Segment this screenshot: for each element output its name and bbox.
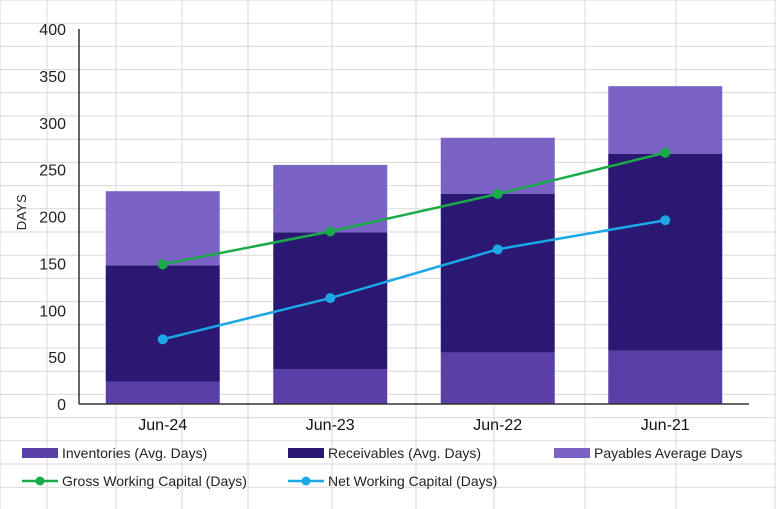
x-tick-label: Jun-23 bbox=[306, 417, 355, 434]
y-tick-label: 0 bbox=[57, 397, 66, 414]
y-axis-label: DAYS bbox=[14, 194, 29, 230]
bar-payables-average-days bbox=[105, 191, 220, 266]
bar-inventories-avg-days bbox=[608, 350, 723, 404]
legend-label-net-working-capital-days: Net Working Capital (Days) bbox=[328, 473, 497, 489]
bars bbox=[105, 86, 723, 404]
legend-swatch-payables-average-days bbox=[554, 448, 590, 458]
y-tick-label: 150 bbox=[39, 256, 66, 273]
y-tick-label: 200 bbox=[39, 210, 66, 227]
lines bbox=[157, 147, 671, 345]
x-tick-labels: Jun-24 Jun-23 Jun-22 Jun-21 bbox=[138, 417, 690, 434]
point-net-working-capital-days bbox=[157, 334, 168, 345]
bar-receivables-avg-days bbox=[105, 265, 220, 382]
point-net-working-capital-days bbox=[660, 215, 671, 226]
point-net-working-capital-days bbox=[492, 244, 503, 255]
point-gross-working-capital-days bbox=[325, 226, 336, 237]
bar-receivables-avg-days bbox=[608, 153, 723, 351]
bar-payables-average-days bbox=[440, 137, 555, 194]
legend-swatch-inventories-avg-days bbox=[22, 448, 58, 458]
y-tick-label: 100 bbox=[39, 303, 66, 320]
bar-inventories-avg-days bbox=[273, 369, 388, 404]
legend: Inventories (Avg. Days) Receivables (Avg.… bbox=[22, 445, 742, 489]
point-net-working-capital-days bbox=[325, 293, 336, 304]
y-tick-label: 250 bbox=[39, 163, 66, 180]
point-gross-working-capital-days bbox=[157, 259, 168, 270]
legend-label-gross-working-capital-days: Gross Working Capital (Days) bbox=[62, 473, 247, 489]
line-gross-working-capital-days bbox=[162, 151, 666, 266]
x-tick-label: Jun-24 bbox=[138, 417, 187, 434]
legend-label-inventories-avg-days: Inventories (Avg. Days) bbox=[62, 445, 207, 461]
bar-payables-average-days bbox=[273, 164, 388, 233]
legend-marker-gross-working-capital-days bbox=[35, 476, 45, 486]
x-tick-label: Jun-21 bbox=[641, 417, 690, 434]
y-tick-label: 400 bbox=[39, 22, 66, 39]
y-tick-labels: 0 50 100 150 200 250 300 350 400 bbox=[39, 22, 66, 414]
point-gross-working-capital-days bbox=[492, 189, 503, 199]
bar-payables-average-days bbox=[608, 86, 723, 154]
y-tick-label: 350 bbox=[39, 69, 66, 86]
x-tick-label: Jun-22 bbox=[473, 417, 522, 434]
y-tick-label: 300 bbox=[39, 116, 66, 133]
legend-label-receivables-avg-days: Receivables (Avg. Days) bbox=[328, 445, 481, 461]
bar-inventories-avg-days bbox=[105, 381, 220, 404]
line-net-working-capital-days bbox=[162, 219, 666, 341]
legend-swatch-receivables-avg-days bbox=[288, 448, 324, 458]
legend-marker-net-working-capital-days bbox=[301, 476, 311, 486]
bar-inventories-avg-days bbox=[440, 352, 555, 404]
legend-label-payables-average-days: Payables Average Days bbox=[594, 445, 742, 461]
y-tick-label: 50 bbox=[48, 350, 66, 367]
point-gross-working-capital-days bbox=[660, 147, 671, 158]
bar-receivables-avg-days bbox=[440, 194, 555, 353]
axes bbox=[78, 29, 749, 405]
